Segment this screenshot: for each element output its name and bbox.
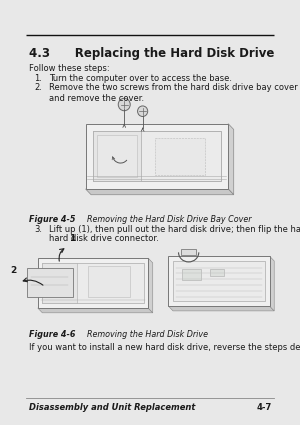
Text: Follow these steps:: Follow these steps: [28, 64, 109, 73]
Bar [93, 131, 221, 181]
Text: 1: 1 [69, 234, 75, 243]
Bar [210, 269, 224, 276]
Text: Lift up (1), then pull out the hard disk drive; then flip the hard disk drive ov: Lift up (1), then pull out the hard disk… [49, 225, 300, 235]
Polygon shape [38, 308, 153, 313]
Bar [27, 268, 73, 297]
Polygon shape [148, 258, 153, 313]
Text: Removing the Hard Disk Drive: Removing the Hard Disk Drive [72, 330, 208, 339]
Text: Turn the computer over to access the base.: Turn the computer over to access the bas… [49, 74, 232, 83]
Circle shape [138, 106, 148, 116]
Text: Remove the two screws from the hard disk drive bay cover and remove the cover.: Remove the two screws from the hard disk… [49, 83, 298, 103]
Text: 1.: 1. [34, 74, 42, 83]
Bar [154, 138, 205, 175]
Polygon shape [168, 306, 274, 311]
Bar [93, 131, 141, 181]
Bar [42, 263, 144, 303]
Bar [38, 258, 148, 308]
Bar [85, 124, 228, 189]
Circle shape [118, 98, 130, 111]
Bar [168, 256, 270, 306]
Bar [181, 249, 196, 255]
Bar [97, 135, 137, 178]
Bar [88, 266, 130, 297]
Text: 4-7: 4-7 [256, 403, 272, 412]
Text: If you want to install a new hard disk drive, reverse the steps described above.: If you want to install a new hard disk d… [28, 343, 300, 351]
Bar [173, 261, 265, 301]
Text: Figure 4-5: Figure 4-5 [28, 215, 75, 224]
Bar [42, 263, 77, 303]
Polygon shape [85, 189, 234, 195]
Text: hard disk drive connector.: hard disk drive connector. [49, 234, 159, 243]
Text: Disassembly and Unit Replacement: Disassembly and Unit Replacement [28, 403, 195, 412]
Text: 3.: 3. [34, 225, 42, 235]
Text: 4.3      Replacing the Hard Disk Drive: 4.3 Replacing the Hard Disk Drive [28, 47, 274, 60]
Text: 2: 2 [10, 266, 16, 275]
Bar [182, 269, 201, 280]
Text: 2.: 2. [34, 83, 42, 92]
Text: Figure 4-6: Figure 4-6 [28, 330, 75, 339]
Text: Removing the Hard Disk Drive Bay Cover: Removing the Hard Disk Drive Bay Cover [72, 215, 251, 224]
Polygon shape [270, 256, 274, 311]
Polygon shape [228, 124, 234, 195]
